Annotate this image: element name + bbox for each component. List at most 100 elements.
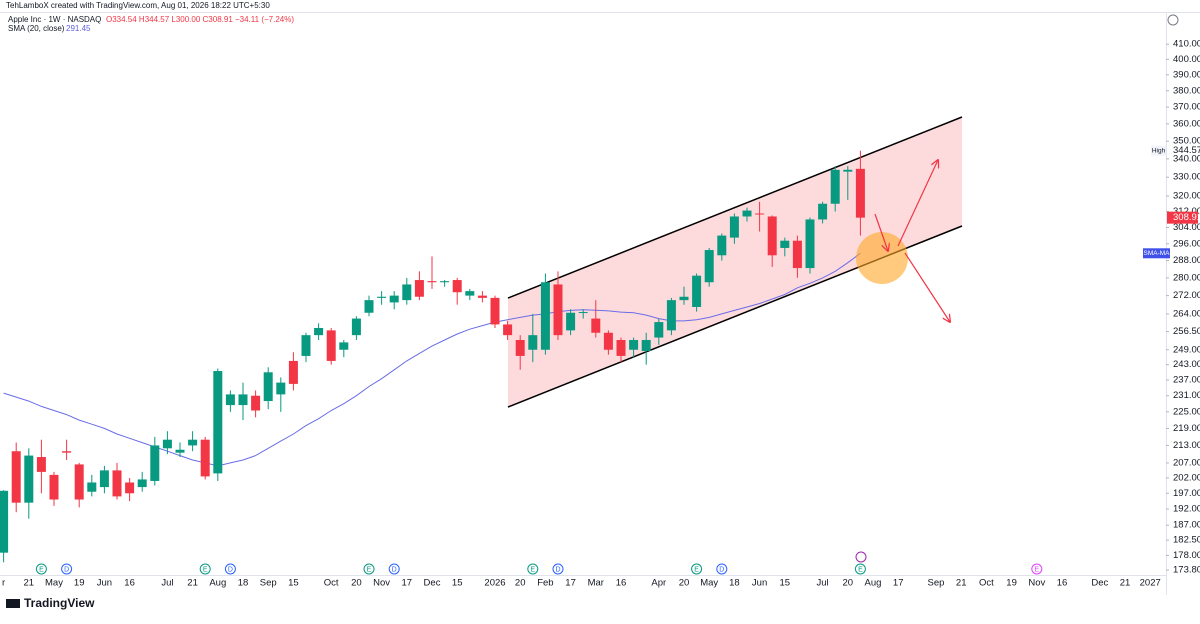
arrow-up — [897, 160, 938, 247]
event-marker[interactable]: E — [691, 563, 703, 575]
x-tick-label: Jul — [161, 578, 173, 589]
candle-body — [679, 296, 689, 301]
candle-body — [74, 464, 84, 500]
candle-body — [162, 439, 172, 449]
candle-body — [566, 312, 576, 331]
x-tick-label: Aug — [865, 578, 882, 589]
event-marker[interactable]: D — [552, 563, 564, 575]
event-circle — [527, 563, 539, 575]
x-tick-label: 21 — [956, 578, 967, 589]
x-tick-label: Mar — [588, 578, 604, 589]
profile-icon[interactable] — [1167, 14, 1179, 26]
candle-body — [414, 280, 424, 297]
event-marker[interactable]: D — [388, 563, 400, 575]
event-label: D — [719, 566, 724, 573]
candle-body — [742, 210, 752, 217]
candle-body — [125, 482, 135, 494]
candle-body — [805, 219, 815, 269]
candle-body — [616, 339, 626, 356]
arrow-down — [874, 213, 888, 251]
plot: 173.80 178.00 182.50 187.00 192.00 197.00 202.… — [0, 39, 1200, 589]
candle-body — [62, 451, 72, 453]
event-marker[interactable]: D — [224, 563, 236, 575]
x-tick-label: 16 — [1057, 578, 1068, 589]
y-tick-label: 207.00 — [1173, 457, 1200, 468]
event-marker[interactable]: E — [363, 563, 375, 575]
candle-body — [490, 297, 500, 325]
candle-body — [465, 291, 475, 296]
x-tick-label: 20 — [679, 578, 690, 589]
x-tick-label: Sep — [260, 578, 277, 589]
candle-body — [225, 394, 235, 406]
x-tick-label: 17 — [893, 578, 904, 589]
candle-body — [213, 371, 223, 474]
candle-body — [137, 479, 147, 488]
event-marker[interactable]: E — [199, 563, 211, 575]
candle-body — [49, 474, 59, 500]
y-tick-label: 187.00 — [1173, 520, 1200, 531]
candle-body — [238, 394, 248, 406]
candle-body — [591, 318, 601, 333]
event-marker[interactable]: E — [854, 563, 866, 575]
price-badge-value: 308.91 — [1173, 212, 1200, 223]
x-tick-label: 19 — [74, 578, 85, 589]
y-tick-label: 264.00 — [1173, 308, 1200, 319]
y-tick-label: 192.00 — [1173, 504, 1200, 515]
event-marker[interactable]: D — [61, 563, 73, 575]
event-marker[interactable]: E — [35, 563, 47, 575]
y-tick-label: 173.80 — [1173, 565, 1200, 576]
candle-body — [263, 372, 273, 402]
x-tick-label: 20 — [515, 578, 526, 589]
candle-body — [704, 250, 714, 283]
brand: TradingView — [6, 596, 95, 610]
x-tick-label: 21 — [187, 578, 198, 589]
y-tick-label: 312.00 — [1173, 206, 1200, 217]
ohlc-readout: O334.54 H344.57 L300.00 C308.91 −34.11 (… — [106, 15, 294, 24]
dividend-icon[interactable] — [855, 551, 867, 563]
x-tick-label: 16 — [124, 578, 135, 589]
candle-body — [36, 457, 46, 472]
x-tick-label: Jun — [752, 578, 767, 589]
x-tick-label: Jun — [97, 578, 112, 589]
x-tick-label: Sep — [928, 578, 945, 589]
x-tick-label: 18 — [729, 578, 740, 589]
event-marker[interactable]: E — [1031, 563, 1043, 575]
candle-body — [288, 360, 298, 384]
candle-body — [188, 439, 198, 446]
y-tick-label: 296.00 — [1173, 238, 1200, 249]
candle-body — [755, 213, 765, 215]
candle-body — [692, 275, 702, 307]
x-tick-label: 20 — [843, 578, 854, 589]
y-tick-label: 219.00 — [1173, 423, 1200, 434]
y-tick-label: 202.00 — [1173, 472, 1200, 483]
candle-body — [339, 342, 349, 350]
x-tick-label: May — [45, 578, 63, 589]
y-tick-label: 370.00 — [1173, 102, 1200, 113]
arrow-breakdown — [904, 252, 950, 322]
y-tick-label: 237.00 — [1173, 375, 1200, 386]
event-marker[interactable]: E — [527, 563, 539, 575]
y-tick-label: 380.00 — [1173, 85, 1200, 96]
y-tick-label: 272.00 — [1173, 290, 1200, 301]
icon — [1167, 14, 1179, 26]
event-label: E — [694, 566, 699, 573]
x-tick-label: Oct — [324, 578, 339, 589]
sma-line — [3, 252, 861, 467]
x-tick-label: 18 — [238, 578, 249, 589]
event-marker[interactable]: D — [716, 563, 728, 575]
x-tick-label: Nov — [1028, 578, 1045, 589]
y-tick-label: 410.00 — [1173, 39, 1200, 50]
x-tick-label: 21 — [24, 578, 35, 589]
candle-body — [402, 284, 412, 301]
candle-body — [767, 216, 777, 256]
y-tick-label: 288.00 — [1173, 255, 1200, 266]
y-tick-label: 197.00 — [1173, 488, 1200, 499]
candle-body — [314, 327, 324, 336]
event-circle — [388, 563, 400, 575]
candle-body — [818, 203, 828, 220]
candle-body — [729, 216, 739, 238]
indicator-value: 291.45 — [66, 24, 91, 33]
event-circle — [224, 563, 236, 575]
candle-body — [503, 324, 513, 336]
x-tick-label: May — [700, 578, 718, 589]
